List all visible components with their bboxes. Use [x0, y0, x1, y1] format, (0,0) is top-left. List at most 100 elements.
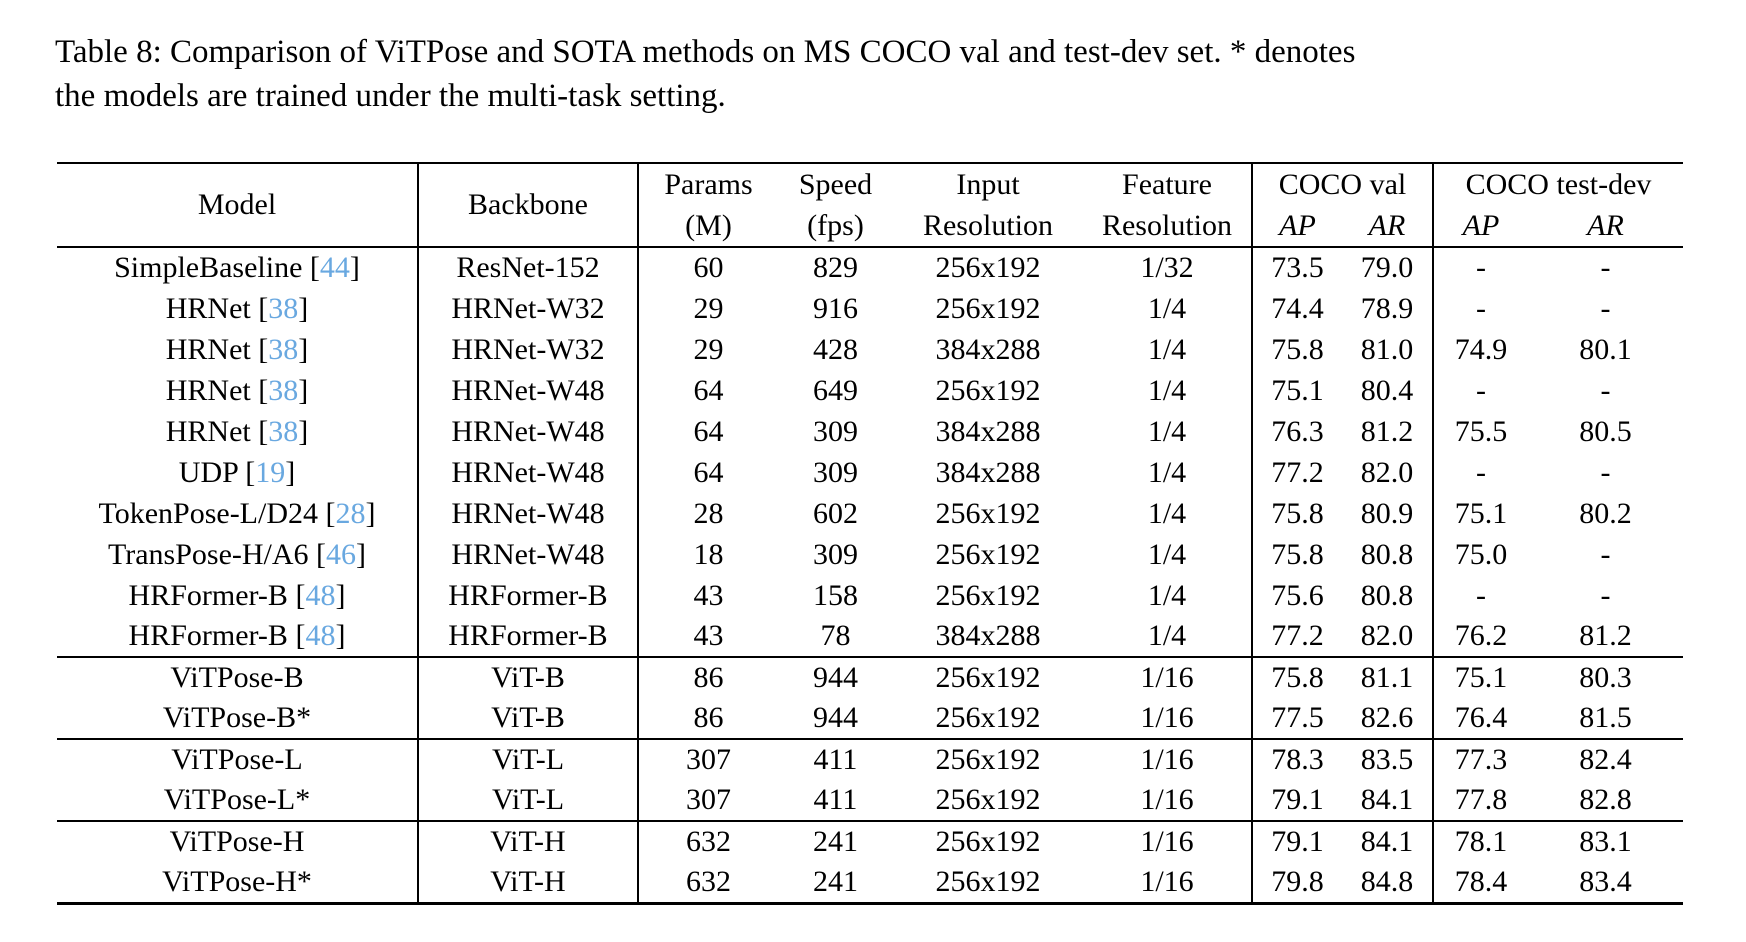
cell-model: HRNet [38] [57, 288, 419, 329]
model-name: SimpleBaseline [114, 251, 303, 284]
cell-input: 256x192 [935, 537, 1041, 571]
cell-params: 632 [638, 820, 778, 862]
cell-dev-ap: 78.1 [1433, 820, 1528, 862]
citation-link[interactable]: 38 [268, 291, 299, 325]
cell-val-ar: 84.8 [1342, 862, 1434, 903]
cell-val-ar: 80.8 [1342, 534, 1434, 575]
cell-model: ViTPose-B* [57, 698, 419, 739]
cell-speed: 602 [813, 496, 858, 530]
cell-model: ViTPose-H* [57, 862, 419, 903]
col-header-params-line2: (M) [638, 205, 778, 248]
cell-input: 256x192 [935, 864, 1041, 898]
citation-link[interactable]: 46 [326, 537, 357, 571]
caption-line-1: Table 8: Comparison of ViTPose and SOTA … [55, 34, 1356, 70]
cell-val-ap: 77.2 [1271, 619, 1324, 652]
citation-link[interactable]: 48 [305, 578, 336, 612]
cell-val-ar: 84.1 [1342, 780, 1434, 821]
cell-model: HRNet [38] [57, 370, 419, 411]
cell-speed: 241 [813, 864, 858, 898]
cell-dev-ap: 75.1 [1454, 496, 1508, 530]
cell-backbone: ViT-B [418, 698, 639, 739]
cell-input: 384x288 [935, 455, 1041, 489]
cell-val-ar: 81.0 [1342, 329, 1434, 370]
cell-dev-ap: 78.4 [1454, 864, 1508, 898]
cell-backbone: ResNet-152 [418, 247, 639, 288]
cell-feature: 1/4 [1083, 616, 1253, 657]
cell-val-ar: 82.0 [1342, 452, 1434, 493]
cell-input: 256x192 [935, 291, 1041, 325]
cell-input: 256x192 [935, 578, 1041, 612]
table-row: ViTPose-H ViT-H 632 241 256x192 1/16 79.1 84.1 7… [57, 820, 1684, 862]
cell-input: 256x192 [935, 373, 1041, 407]
col-header-backbone: Backbone [418, 163, 639, 248]
citation-link[interactable]: 19 [255, 455, 286, 489]
cell-params: 18 [693, 537, 724, 571]
cell-backbone: ViT-H [418, 820, 639, 862]
cell-val-ar: 80.4 [1342, 370, 1434, 411]
citation-link[interactable]: 38 [268, 332, 299, 366]
cell-speed: 411 [813, 783, 858, 816]
cell-val-ap: 74.4 [1271, 291, 1324, 325]
cell-val-ar: 81.2 [1342, 411, 1434, 452]
cell-val-ap: 79.8 [1271, 864, 1324, 898]
cell-backbone: HRNet-W48 [418, 534, 639, 575]
cell-dev-ar: 83.1 [1528, 820, 1684, 862]
cell-dev-ap: 76.4 [1454, 701, 1508, 734]
cell-dev-ar: - [1600, 291, 1611, 325]
cell-model: HRFormer-B [48] [57, 616, 419, 657]
cell-model: TransPose-H/A6 [46] [57, 534, 419, 575]
cell-feature: 1/4 [1083, 452, 1253, 493]
cell-feature: 1/16 [1083, 862, 1253, 903]
caption-line-2: the models are trained under the multi-t… [55, 78, 726, 114]
cell-dev-ar: 81.5 [1579, 701, 1632, 734]
col-header-speed-line2: (fps) [778, 205, 893, 248]
cell-model: TokenPose-L/D24 [28] [57, 493, 419, 534]
cell-backbone: ViT-L [418, 738, 639, 780]
cell-model: HRNet [38] [57, 411, 419, 452]
model-name: ViTPose-L* [163, 783, 311, 816]
table-row: TransPose-H/A6 [46] HRNet-W48 18 309 256x192… [57, 534, 1683, 575]
cell-backbone: HRFormer-B [418, 575, 639, 616]
cell-val-ar: 80.8 [1342, 575, 1434, 616]
cell-dev-ar: 80.3 [1528, 656, 1684, 698]
cell-input: 384x288 [935, 414, 1041, 448]
cell-params: 307 [638, 738, 778, 780]
cell-params: 60 [693, 251, 724, 284]
cell-dev-ap: - [1476, 251, 1486, 284]
cell-model: ViTPose-L [57, 738, 419, 780]
model-name: ViTPose-B [170, 661, 304, 694]
cell-dev-ar: 82.8 [1579, 783, 1632, 816]
citation-link[interactable]: 38 [268, 414, 299, 448]
cell-input: 256x192 [935, 251, 1041, 284]
cell-feature: 1/4 [1083, 411, 1253, 452]
cell-dev-ap: - [1476, 455, 1486, 489]
results-table-body: SimpleBaseline [44] ResNet-152 60 829 256x19… [57, 247, 1684, 903]
cell-speed: 309 [813, 537, 858, 571]
cell-model: SimpleBaseline [44] [57, 247, 419, 288]
table-row: HRNet [38] HRNet-W32 29 428 384x288 1/4 75.8 81… [57, 329, 1683, 370]
model-name: HRNet [165, 291, 251, 325]
cell-backbone: ViT-B [418, 656, 639, 698]
cell-val-ap: 77.2 [1271, 455, 1324, 489]
cell-backbone: ViT-H [418, 862, 639, 903]
table-row: ViTPose-L ViT-L 307 411 256x192 1/16 78.3 83.5 7… [57, 738, 1684, 780]
cell-val-ar: 78.9 [1342, 288, 1434, 329]
cell-dev-ar: - [1600, 373, 1611, 407]
cell-model: HRFormer-B [48] [57, 575, 419, 616]
table-row: ViTPose-B* ViT-B 86 944 256x192 1/16 77.5 82.6 7… [57, 698, 1683, 739]
citation-link[interactable]: 28 [335, 496, 366, 530]
cell-dev-ar: - [1600, 578, 1611, 612]
model-name: ViTPose-H [169, 825, 305, 858]
cell-params: 29 [693, 332, 724, 366]
cell-input: 256x192 [893, 820, 1083, 862]
cell-feature: 1/16 [1083, 656, 1253, 698]
table-row: ViTPose-L* ViT-L 307 411 256x192 1/16 79.1 84.1… [57, 780, 1683, 821]
cell-feature: 1/4 [1083, 370, 1253, 411]
cell-dev-ap: - [1476, 578, 1486, 612]
cell-speed: 944 [778, 656, 893, 698]
citation-link[interactable]: 44 [319, 251, 350, 284]
cell-backbone: HRNet-W48 [418, 452, 639, 493]
citation-link[interactable]: 48 [305, 619, 336, 652]
cell-model: HRNet [38] [57, 329, 419, 370]
citation-link[interactable]: 38 [268, 373, 299, 407]
